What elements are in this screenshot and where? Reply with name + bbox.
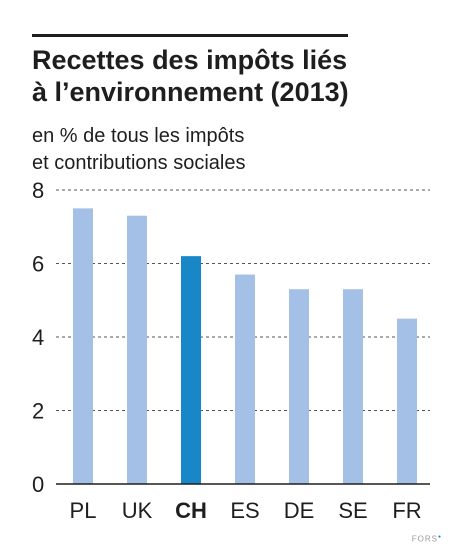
y-tick-label: 2 <box>32 399 44 424</box>
y-tick-label: 8 <box>32 178 44 203</box>
bar-chart: 0 2 4 6 8 PL UK CH ES DE SE FR <box>32 178 430 523</box>
bar-ch <box>181 256 201 484</box>
x-tick-label-es: ES <box>230 498 259 523</box>
chart-title: Recettes des impôts liés à l’environneme… <box>32 44 432 108</box>
title-rule <box>32 34 348 37</box>
x-tick-label-de: DE <box>284 498 315 523</box>
y-tick-label: 4 <box>32 325 44 350</box>
x-tick-label-ch: CH <box>175 498 207 523</box>
credit-text: FORS <box>411 535 438 544</box>
chart-subtitle-line-2: et contributions sociales <box>32 152 246 174</box>
chart-title-line-1: Recettes des impôts liés <box>32 45 348 75</box>
bar-es <box>235 274 255 484</box>
y-tick-label: 6 <box>32 252 44 277</box>
bar-uk <box>127 215 147 484</box>
bar-pl <box>73 208 93 484</box>
y-tick-label: 0 <box>32 472 44 497</box>
axis-layer: 0 2 4 6 8 PL UK CH ES DE SE FR <box>32 178 430 523</box>
bar-fr <box>397 318 417 484</box>
x-tick-label-fr: FR <box>392 498 421 523</box>
x-tick-label-uk: UK <box>122 498 153 523</box>
x-tick-label-pl: PL <box>70 498 97 523</box>
chart-subtitle-line-1: en % de tous les impôts <box>32 125 245 147</box>
bar-se <box>343 289 363 484</box>
credit-logo: FORS● <box>412 534 442 544</box>
bar-de <box>289 289 309 484</box>
x-tick-label-se: SE <box>338 498 367 523</box>
credit-mark: ● <box>437 534 442 541</box>
bars-layer <box>73 208 417 484</box>
chart-subtitle: en % de tous les impôts et contributions… <box>32 123 432 177</box>
chart-title-line-2: à l’environnement (2013) <box>32 77 349 107</box>
